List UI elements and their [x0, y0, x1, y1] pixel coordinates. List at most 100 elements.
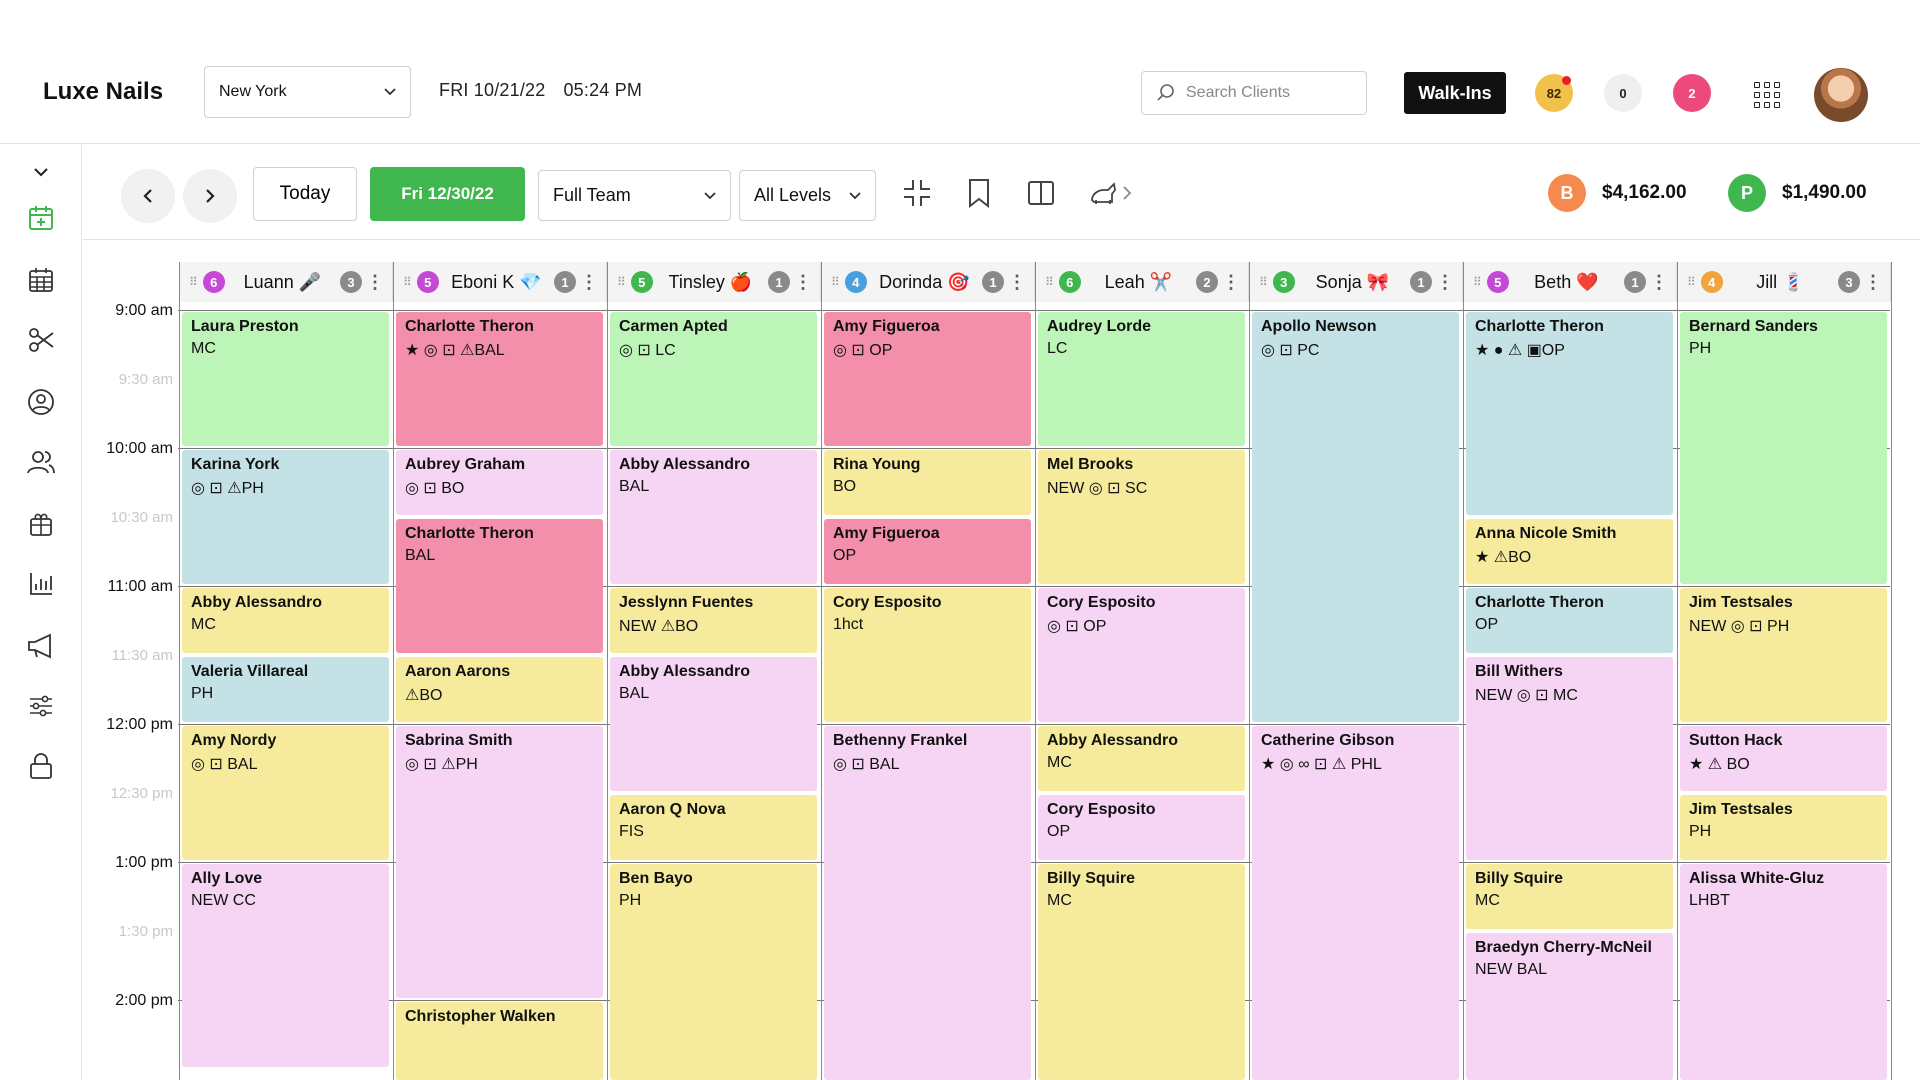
drag-handle-icon[interactable]: ⠿ [617, 275, 626, 289]
appointment-card[interactable]: Bernard Sanders PH [1680, 312, 1887, 584]
appointment-card[interactable]: Amy Figueroa ◎ ⊡ OP [824, 312, 1031, 446]
appointment-card[interactable]: Valeria Villareal PH [182, 657, 389, 722]
staff-header[interactable]: ⠿ 5 Eboni K 💎 1 ⋮ [393, 262, 607, 302]
marketing-megaphone-icon[interactable] [24, 629, 58, 663]
appointment-card[interactable]: Sabrina Smith ◎ ⊡ ⚠PH [396, 726, 603, 998]
more-vertical-icon[interactable]: ⋮ [580, 271, 598, 292]
appointment-service: BAL [619, 478, 650, 495]
reports-chart-icon[interactable] [24, 567, 58, 601]
previous-day-button[interactable] [121, 169, 175, 223]
notification-badge-pink[interactable]: 2 [1673, 74, 1711, 112]
appointment-card[interactable]: Ben Bayo PH [610, 864, 817, 1080]
staff-header[interactable]: ⠿ 6 Luann 🎤 3 ⋮ [179, 262, 393, 302]
staff-header[interactable]: ⠿ 5 Tinsley 🍎 1 ⋮ [607, 262, 821, 302]
appointment-card[interactable]: Audrey Lorde LC [1038, 312, 1245, 446]
appointment-card[interactable]: Karina York ◎ ⊡ ⚠PH [182, 450, 389, 584]
appointment-card[interactable]: Aubrey Graham ◎ ⊡ BO [396, 450, 603, 515]
appointment-card[interactable]: Abby Alessandro BAL [610, 657, 817, 791]
appointment-card[interactable]: Sutton Hack ★ ⚠ BO [1680, 726, 1887, 791]
more-vertical-icon[interactable]: ⋮ [1436, 271, 1454, 292]
appointment-card[interactable]: Mel Brooks NEW ◎ ⊡ SC [1038, 450, 1245, 584]
appointment-card[interactable]: Cory Esposito ◎ ⊡ OP [1038, 588, 1245, 722]
more-vertical-icon[interactable]: ⋮ [1864, 271, 1882, 292]
chevron-right-icon[interactable] [1117, 175, 1137, 211]
appointment-card[interactable]: Bill Withers NEW ◎ ⊡ MC [1466, 657, 1673, 860]
appointment-card[interactable]: Bethenny Frankel ◎ ⊡ BAL [824, 726, 1031, 1080]
pet-icon[interactable] [1085, 175, 1121, 211]
products-box-icon[interactable] [24, 507, 58, 541]
collapse-icon[interactable] [899, 175, 935, 211]
team-icon[interactable] [24, 445, 58, 479]
appointment-card[interactable]: Laura Preston MC [182, 312, 389, 446]
schedule-grid-icon[interactable] [24, 263, 58, 297]
staff-header[interactable]: ⠿ 4 Dorinda 🎯 1 ⋮ [821, 262, 1035, 302]
appointment-card[interactable]: Cory Esposito OP [1038, 795, 1245, 860]
appointment-card[interactable]: Aaron Aarons ⚠BO [396, 657, 603, 722]
appointment-card[interactable]: Rina Young BO [824, 450, 1031, 515]
notification-badge-grey[interactable]: 0 [1604, 74, 1642, 112]
appointment-card[interactable]: Abby Alessandro BAL [610, 450, 817, 584]
staff-header[interactable]: ⠿ 5 Beth ❤️ 1 ⋮ [1463, 262, 1677, 302]
location-select[interactable]: New York [204, 66, 411, 118]
client-profile-icon[interactable] [24, 385, 58, 419]
appointment-card[interactable]: Jim Testsales PH [1680, 795, 1887, 860]
appointment-card[interactable]: Ally Love NEW CC [182, 864, 389, 1067]
lock-icon[interactable] [24, 749, 58, 783]
settings-sliders-icon[interactable] [24, 689, 58, 723]
appointment-client: Anna Nicole Smith [1475, 525, 1617, 542]
avatar[interactable] [1814, 68, 1868, 122]
appointment-card[interactable]: Catherine Gibson ★ ◎ ∞ ⊡ ⚠ PHL [1252, 726, 1459, 1080]
appointment-card[interactable]: Christopher Walken [396, 1002, 603, 1080]
appointment-card[interactable]: Apollo Newson ◎ ⊡ PC [1252, 312, 1459, 722]
appointment-card[interactable]: Billy Squire MC [1038, 864, 1245, 1080]
split-view-icon[interactable] [1023, 175, 1059, 211]
drag-handle-icon[interactable]: ⠿ [1259, 275, 1268, 289]
calendar-add-icon[interactable] [24, 201, 58, 235]
appointment-card[interactable]: Amy Figueroa OP [824, 519, 1031, 584]
staff-header[interactable]: ⠿ 6 Leah ✂️ 2 ⋮ [1035, 262, 1249, 302]
appointment-card[interactable]: Charlotte Theron BAL [396, 519, 603, 653]
drag-handle-icon[interactable]: ⠿ [1045, 275, 1054, 289]
bookmark-icon[interactable] [961, 175, 997, 211]
more-vertical-icon[interactable]: ⋮ [1650, 271, 1668, 292]
appointment-card[interactable]: Aaron Q Nova FIS [610, 795, 817, 860]
scissors-icon[interactable] [24, 323, 58, 357]
appointment-card[interactable]: Charlotte Theron ★ ◎ ⊡ ⚠BAL [396, 312, 603, 446]
today-button[interactable]: Today [253, 167, 357, 221]
appointment-card[interactable]: Jim Testsales NEW ◎ ⊡ PH [1680, 588, 1887, 722]
appointment-card[interactable]: Anna Nicole Smith ★ ⚠BO [1466, 519, 1673, 584]
appointment-card[interactable]: Charlotte Theron OP [1466, 588, 1673, 653]
chevron-down-icon[interactable] [24, 155, 58, 189]
staff-header[interactable]: ⠿ 3 Sonja 🎀 1 ⋮ [1249, 262, 1463, 302]
selected-date-button[interactable]: Fri 12/30/22 [370, 167, 525, 221]
appointment-card[interactable]: Charlotte Theron ★ ● ⚠ ▣OP [1466, 312, 1673, 515]
next-day-button[interactable] [183, 169, 237, 223]
appointment-card[interactable]: Abby Alessandro MC [1038, 726, 1245, 791]
current-day: FRI 10/21/22 [439, 80, 546, 100]
walk-ins-button[interactable]: Walk-Ins [1404, 72, 1506, 114]
drag-handle-icon[interactable]: ⠿ [1473, 275, 1482, 289]
more-vertical-icon[interactable]: ⋮ [794, 271, 812, 292]
staff-header[interactable]: ⠿ 4 Jill 💈 3 ⋮ [1677, 262, 1891, 302]
notification-badge-yellow[interactable]: 82 [1535, 74, 1573, 112]
appointment-card[interactable]: Cory Esposito 1hct [824, 588, 1031, 722]
levels-select[interactable]: All Levels [739, 170, 876, 221]
appointment-card[interactable]: Billy Squire MC [1466, 864, 1673, 929]
search-clients-input[interactable]: Search Clients [1141, 71, 1367, 115]
appointment-card[interactable]: Carmen Apted ◎ ⊡ LC [610, 312, 817, 446]
drag-handle-icon[interactable]: ⠿ [831, 275, 840, 289]
more-vertical-icon[interactable]: ⋮ [1222, 271, 1240, 292]
more-vertical-icon[interactable]: ⋮ [366, 271, 384, 292]
appointment-card[interactable]: Jesslynn Fuentes NEW ⚠BO [610, 588, 817, 653]
appointment-client: Billy Squire [1047, 870, 1136, 887]
appointment-card[interactable]: Abby Alessandro MC [182, 588, 389, 653]
apps-grid-icon[interactable] [1754, 82, 1780, 108]
drag-handle-icon[interactable]: ⠿ [189, 275, 198, 289]
appointment-card[interactable]: Braedyn Cherry-McNeil NEW BAL [1466, 933, 1673, 1080]
drag-handle-icon[interactable]: ⠿ [403, 275, 412, 289]
drag-handle-icon[interactable]: ⠿ [1687, 275, 1696, 289]
appointment-card[interactable]: Alissa White-Gluz LHBT [1680, 864, 1887, 1080]
team-select[interactable]: Full Team [538, 170, 731, 221]
appointment-card[interactable]: Amy Nordy ◎ ⊡ BAL [182, 726, 389, 860]
more-vertical-icon[interactable]: ⋮ [1008, 271, 1026, 292]
